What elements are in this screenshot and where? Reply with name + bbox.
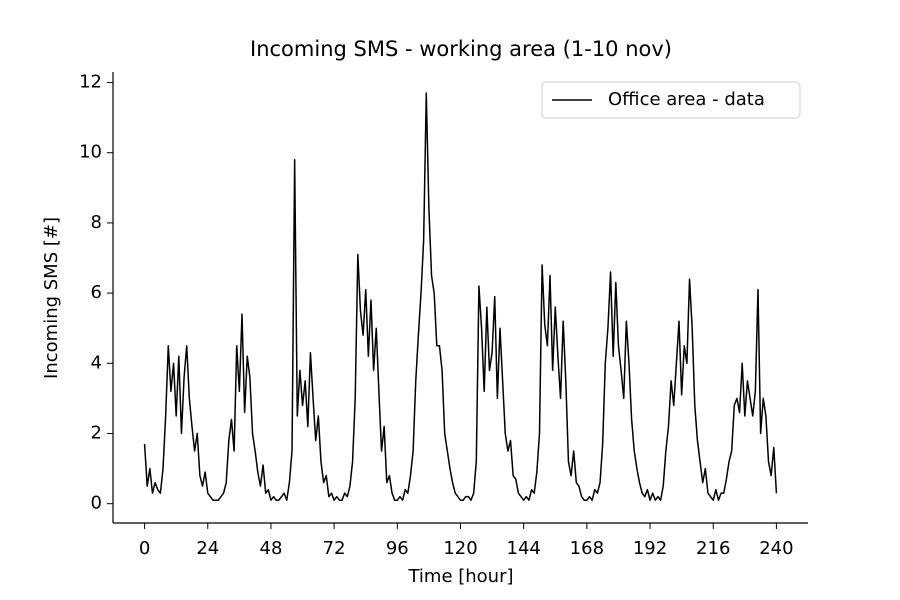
y-axis-label: Incoming SMS [#] [41,217,62,379]
y-tick-label: 0 [91,493,102,514]
x-tick-label: 72 [323,538,346,559]
legend-label: Office area - data [608,89,765,110]
y-tick-label: 6 [91,282,102,303]
y-tick-label: 10 [79,142,102,163]
y-tick-label: 12 [79,72,102,93]
x-tick-label: 96 [386,538,409,559]
data-line [143,92,778,501]
x-tick-label: 24 [196,538,219,559]
chart-title: Incoming SMS - working area (1-10 nov) [250,37,672,61]
y-tick-label: 2 [91,423,102,444]
x-tick-label: 144 [507,538,541,559]
x-tick-label: 192 [633,538,667,559]
x-tick-label: 0 [139,538,150,559]
x-axis-label: Time [hour] [407,566,513,587]
y-tick-label: 8 [91,212,102,233]
x-tick-label: 48 [260,538,283,559]
x-tick-label: 120 [443,538,477,559]
x-tick-label: 216 [696,538,730,559]
y-tick-label: 4 [91,352,102,373]
x-tick-label: 168 [570,538,604,559]
x-tick-label: 240 [759,538,793,559]
legend-box [541,81,801,119]
